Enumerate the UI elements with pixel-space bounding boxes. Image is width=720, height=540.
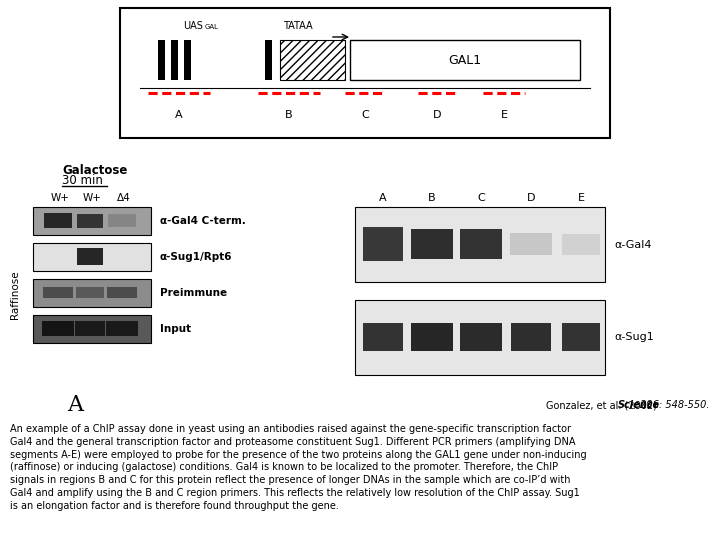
Bar	[33, 243, 151, 271]
Text: Galactose: Galactose	[62, 164, 127, 177]
Bar	[33, 279, 151, 307]
Text: C: C	[361, 110, 369, 120]
Text: A: A	[175, 110, 183, 120]
Bar	[171, 40, 178, 80]
Text: Raffinose: Raffinose	[10, 271, 20, 319]
Text: TATAA: TATAA	[283, 21, 312, 31]
Bar	[184, 40, 191, 80]
Bar	[355, 207, 605, 282]
Bar	[350, 40, 580, 80]
Text: GAL: GAL	[205, 24, 219, 30]
Text: Δ4: Δ4	[117, 193, 131, 203]
Text: UAS: UAS	[183, 21, 203, 31]
Text: α-Sug1/Rpt6: α-Sug1/Rpt6	[160, 252, 233, 262]
Bar	[33, 207, 151, 235]
Text: D: D	[433, 110, 441, 120]
Text: α-Gal4 C-term.: α-Gal4 C-term.	[160, 216, 246, 226]
Text: A: A	[379, 193, 387, 203]
Text: Preimmune: Preimmune	[160, 288, 227, 298]
Text: α-Sug1: α-Sug1	[614, 333, 654, 342]
Text: 30 min: 30 min	[62, 174, 103, 187]
Text: B: B	[428, 193, 436, 203]
Text: Science: Science	[618, 400, 660, 410]
Text: C: C	[477, 193, 485, 203]
Text: E: E	[577, 193, 585, 203]
Bar	[120, 8, 610, 138]
Bar	[265, 40, 272, 80]
Text: A: A	[67, 394, 83, 416]
Text: B: B	[285, 110, 293, 120]
Bar	[158, 40, 165, 80]
Bar	[33, 315, 151, 343]
Bar	[355, 300, 605, 375]
Text: Input: Input	[160, 324, 191, 334]
Bar	[280, 40, 345, 80]
Text: , 296: 548-550.: , 296: 548-550.	[634, 400, 710, 410]
Text: α-Gal4: α-Gal4	[614, 240, 652, 249]
Text: D: D	[527, 193, 535, 203]
Text: Gonzalez, et al. (2002): Gonzalez, et al. (2002)	[546, 400, 660, 410]
Text: W+: W+	[50, 193, 69, 203]
Text: GAL1: GAL1	[449, 53, 482, 66]
Text: An example of a ChIP assay done in yeast using an antibodies raised against the : An example of a ChIP assay done in yeast…	[10, 424, 587, 511]
Text: W+: W+	[83, 193, 102, 203]
Text: E: E	[500, 110, 508, 120]
